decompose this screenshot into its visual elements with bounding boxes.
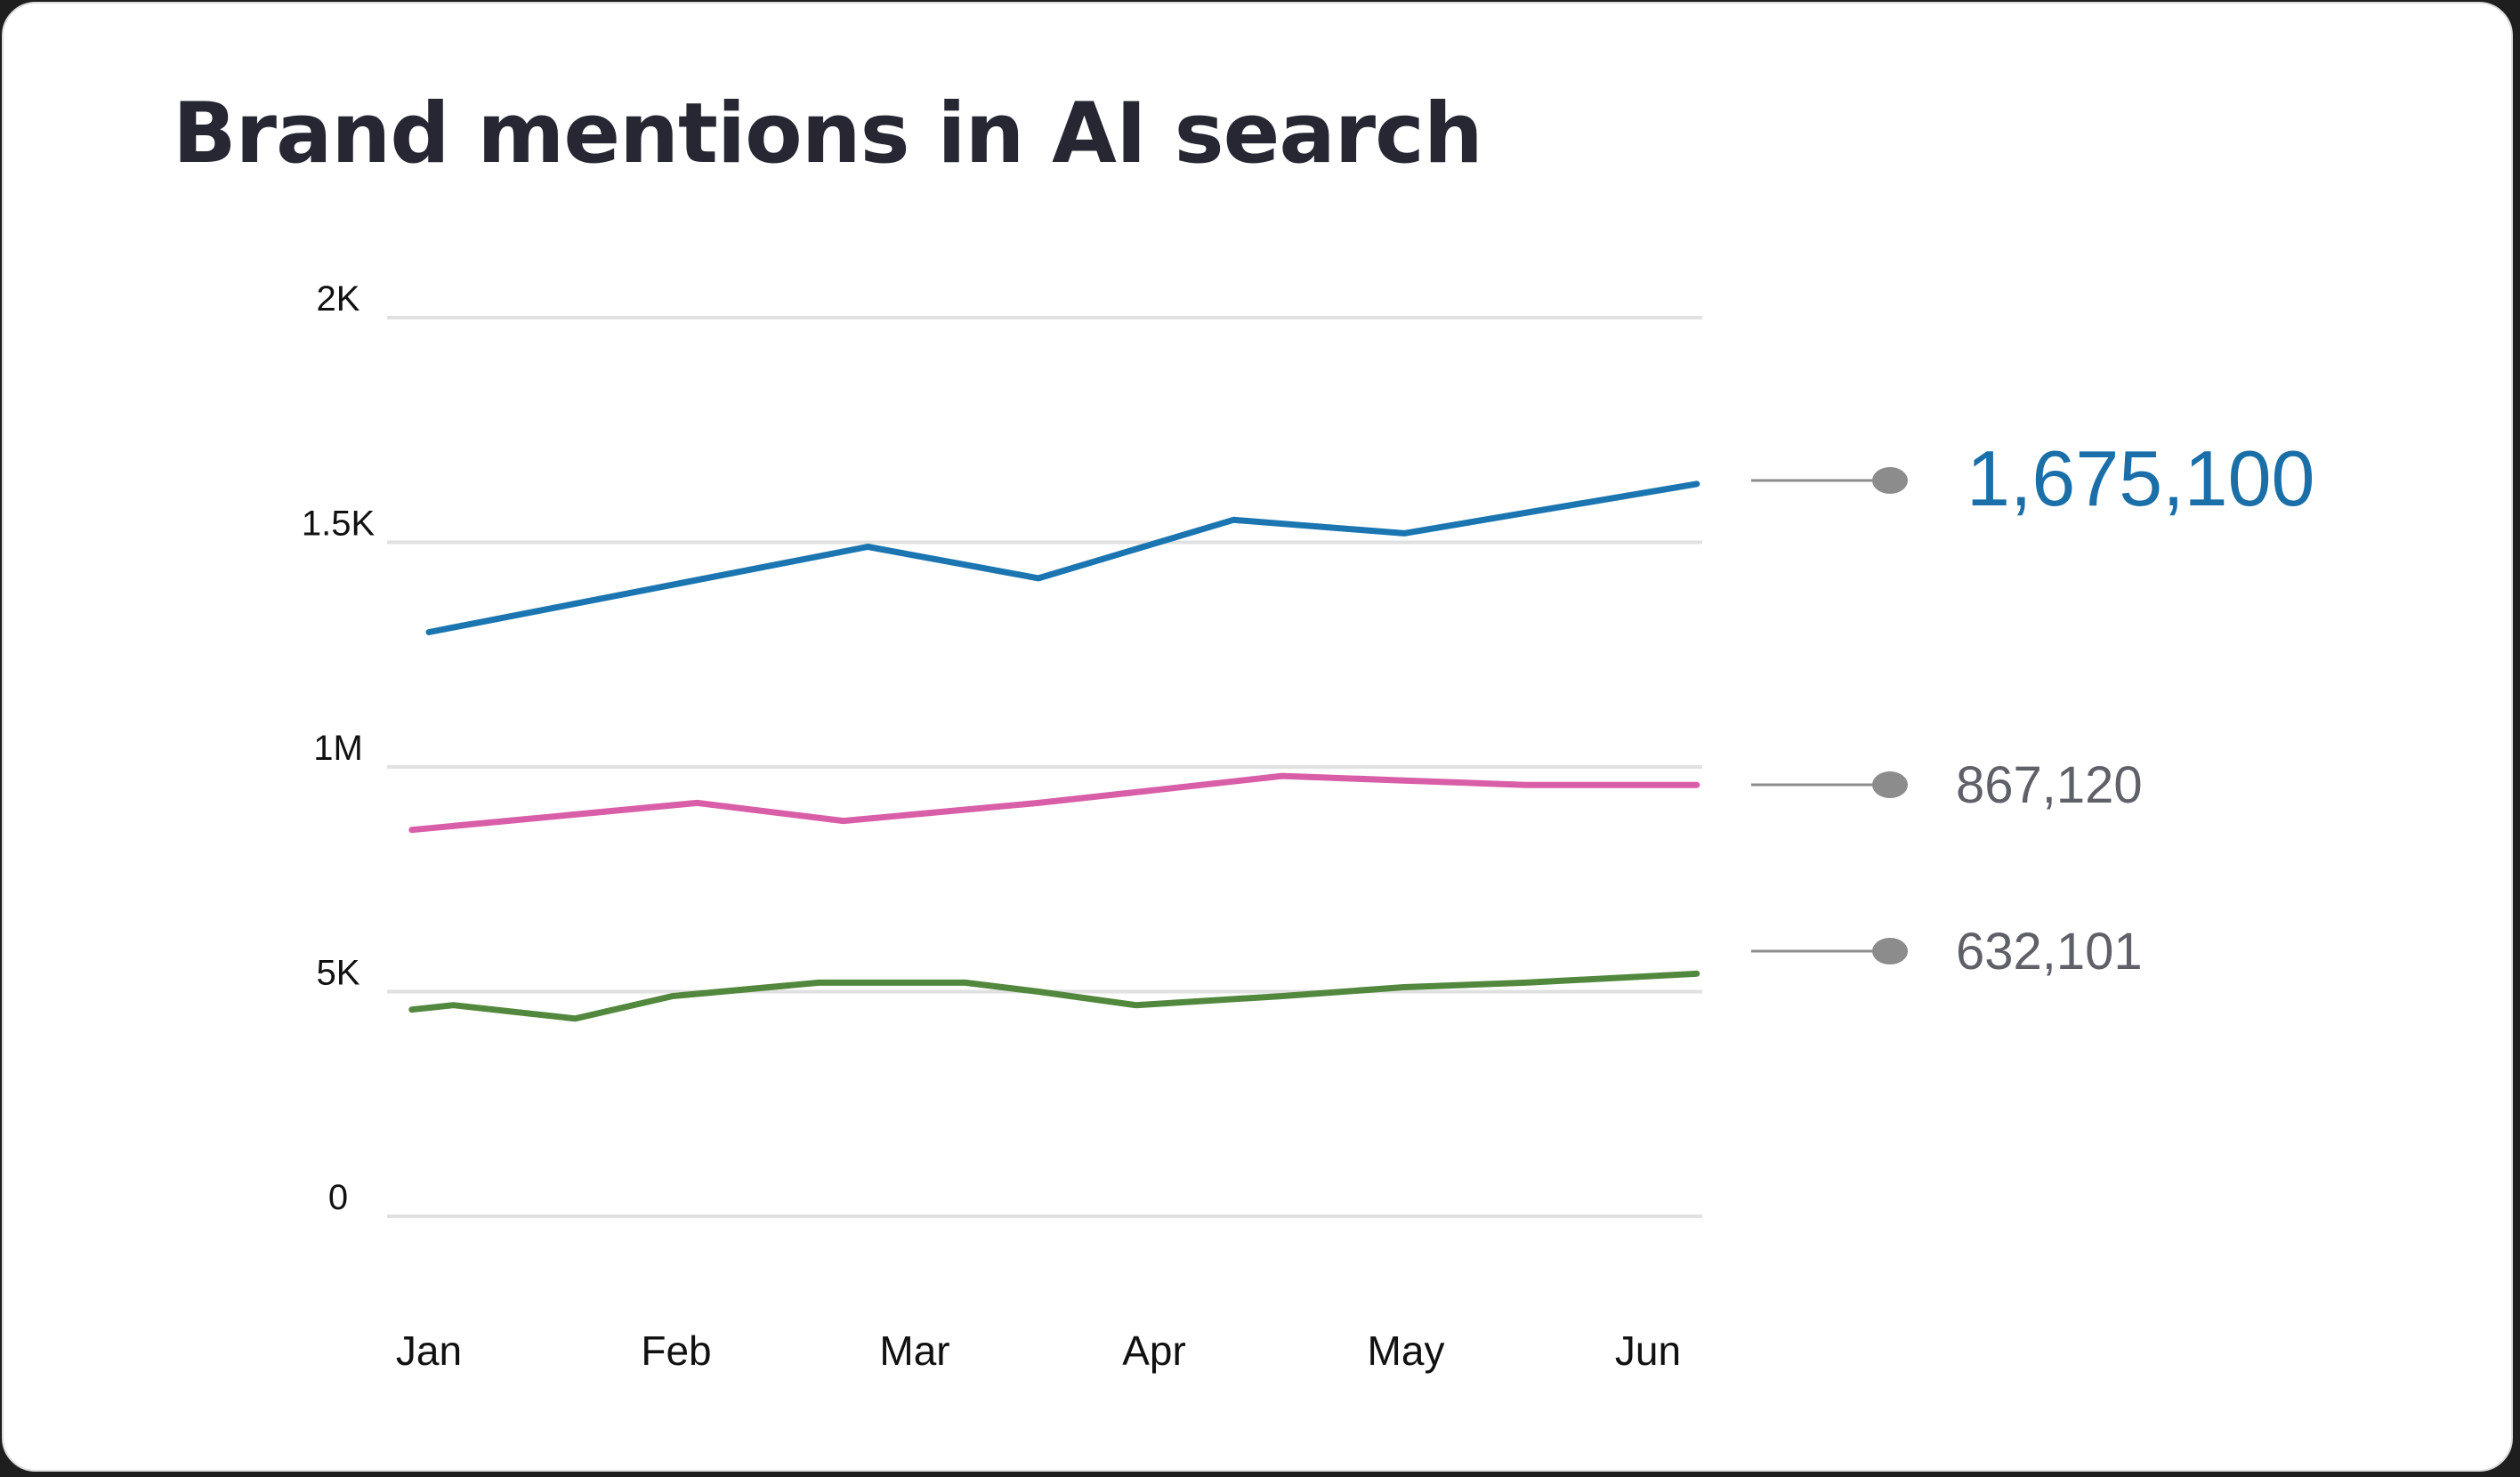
x-tick-label: Feb — [641, 1328, 711, 1374]
series-lines — [408, 480, 1700, 1022]
series-line — [408, 772, 1700, 834]
y-tick-label: 1M — [313, 729, 363, 768]
y-tick-label: 2K — [317, 279, 360, 319]
callout-marker — [1872, 938, 1908, 964]
series-end-value: 632,101 — [1956, 923, 2143, 981]
series-line — [425, 480, 1700, 635]
series-line — [408, 970, 1700, 1022]
series-end-value: 867,120 — [1956, 756, 2143, 814]
y-tick-label: 5K — [317, 954, 360, 993]
x-tick-label: Apr — [1122, 1328, 1186, 1374]
series-end-value: 1,675,100 — [1967, 434, 2315, 522]
y-tick-label: 1.5K — [302, 504, 376, 544]
y-tick-label: 0 — [328, 1178, 348, 1217]
end-value-callouts: 1,675,100 867,120 632,101 — [1751, 434, 2315, 981]
x-tick-label: Jan — [396, 1328, 462, 1374]
callout-marker — [1872, 467, 1908, 494]
x-tick-label: Mar — [879, 1328, 949, 1374]
gridlines — [387, 316, 1702, 1218]
chart-title: Brand mentions in AI search — [173, 85, 1483, 182]
x-tick-label: Jun — [1615, 1328, 1681, 1374]
callout-marker — [1872, 771, 1908, 798]
y-axis-ticks: 0 5K 1M 1.5K 2K — [302, 279, 376, 1217]
x-axis-ticks: Jan Feb Mar Apr May Jun — [396, 1328, 1681, 1374]
x-tick-label: May — [1368, 1328, 1445, 1374]
